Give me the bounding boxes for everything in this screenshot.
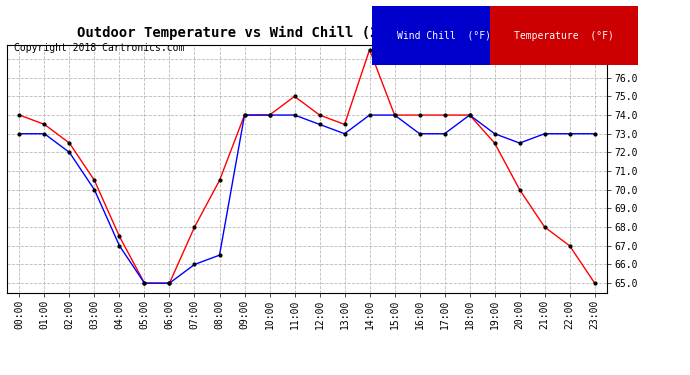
Text: Outdoor Temperature vs Wind Chill (24 Hours)  20180726: Outdoor Temperature vs Wind Chill (24 Ho… [77, 26, 530, 40]
Text: Temperature  (°F): Temperature (°F) [514, 31, 614, 40]
Text: Wind Chill  (°F): Wind Chill (°F) [397, 31, 491, 40]
Text: Copyright 2018 Cartronics.com: Copyright 2018 Cartronics.com [14, 43, 184, 53]
